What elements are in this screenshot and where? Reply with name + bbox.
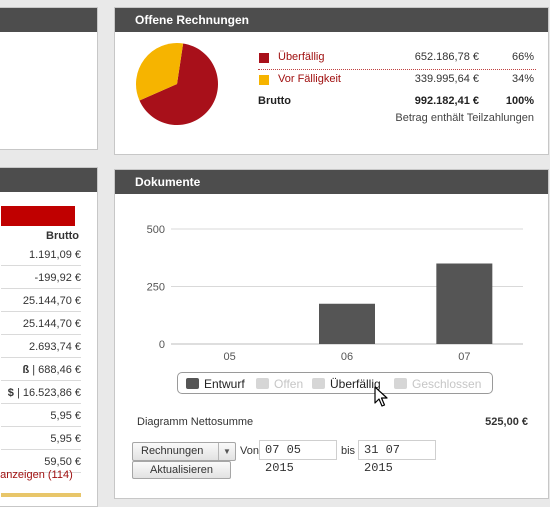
y-tick-label: 250 [147, 282, 165, 294]
y-tick-label: 0 [159, 339, 165, 351]
brutto-value: 25.144,70 € [22, 295, 81, 307]
legend-label: Überfällig [330, 377, 381, 391]
left-table-panel: Brutto 1.191,09 € -199,92 € 25.144,70 € 25.… [0, 167, 98, 507]
legend-label: Offen [274, 377, 304, 391]
brutto-cell: 59,50 € [1, 451, 81, 473]
gold-divider [1, 493, 81, 497]
left-table-panel-header [0, 168, 97, 192]
show-more-link[interactable]: e anzeigen (114) [0, 469, 73, 481]
date-from-input[interactable]: 07 05 2015 [259, 440, 337, 475]
row-percent: 34% [511, 73, 534, 85]
row-amount: 339.995,64 € [414, 73, 479, 85]
total-amount: 992.182,41 € [414, 95, 479, 107]
diagram-sum-value: 525,00 € [485, 416, 528, 428]
legend-label: Entwurf [204, 377, 245, 391]
dokumente-panel: Dokumente 0 250 500 05 06 07 Entwurf Offen Üb… [114, 169, 549, 499]
row-separator [258, 69, 536, 70]
brutto-cell: 25.144,70 € [1, 313, 81, 335]
legend-swatch [256, 378, 269, 389]
row-prefix: $ [7, 387, 17, 399]
brutto-cell: 5,95 € [1, 405, 81, 427]
brutto-value: 2.693,74 € [29, 341, 81, 353]
left-top-panel-header [0, 8, 97, 32]
pie-slice[interactable] [136, 42, 184, 101]
update-button[interactable]: Aktualisieren [132, 461, 231, 479]
chevron-down-icon[interactable]: ▼ [218, 443, 235, 460]
brutto-cell: 5,95 € [1, 428, 81, 450]
chart-legend: Entwurf Offen Überfällig Geschlossen [177, 372, 493, 394]
legend-row-total: Brutto 992.182,41 € 100% [258, 92, 536, 112]
color-swatch [259, 75, 269, 85]
document-type-select[interactable]: Rechnungen ▼ [132, 442, 236, 461]
brutto-cell: 25.144,70 € [1, 290, 81, 312]
x-tick-label: 06 [341, 351, 353, 363]
partial-payment-note: Betrag enthält Teilzahlungen [395, 112, 534, 124]
legend-row-vor-faelligkeit[interactable]: Vor Fälligkeit 339.995,64 € 34% [258, 70, 536, 90]
total-label: Brutto [258, 95, 291, 107]
legend-swatch [186, 378, 199, 389]
row-amount: 652.186,78 € [414, 51, 479, 63]
offene-rechnungen-panel: Offene Rechnungen Überfällig 652.186,78 … [114, 7, 549, 155]
brutto-cell: 2.693,74 € [1, 336, 81, 358]
von-label: Von [240, 445, 259, 457]
total-percent: 100% [505, 95, 534, 107]
legend-swatch [312, 378, 325, 389]
invoice-pie-chart[interactable] [135, 42, 219, 126]
x-tick-label: 05 [224, 351, 236, 363]
brutto-cell: 1.191,09 € [1, 244, 81, 266]
legend-label: Geschlossen [412, 377, 482, 391]
x-tick-label: 07 [458, 351, 470, 363]
date-to-input[interactable]: 31 07 2015 [358, 440, 436, 475]
brutto-cell: -199,92 € [1, 267, 81, 289]
brutto-value: | 688,46 € [32, 364, 81, 376]
panel-title: Offene Rechnungen [115, 8, 548, 32]
bis-label: bis [341, 445, 356, 457]
brutto-value: 5,95 € [50, 433, 81, 445]
brutto-column-header: Brutto [46, 230, 79, 242]
brutto-value: 5,95 € [50, 410, 81, 422]
legend-swatch [394, 378, 407, 389]
color-swatch [259, 53, 269, 63]
brutto-value: 59,50 € [44, 456, 81, 468]
row-prefix: ß [22, 364, 33, 376]
y-tick-label: 500 [147, 224, 165, 236]
bar[interactable] [436, 263, 493, 345]
left-top-panel [0, 7, 98, 150]
brutto-value: 25.144,70 € [22, 318, 81, 330]
pie-slice[interactable] [139, 43, 218, 125]
mouse-cursor-icon [374, 386, 388, 407]
brutto-cell: ß | 688,46 € [1, 359, 81, 381]
legend-row-ueberfaellig[interactable]: Überfällig 652.186,78 € 66% [258, 48, 536, 68]
row-label: Überfällig [278, 51, 325, 63]
row-percent: 66% [511, 51, 534, 63]
diagram-sum-label: Diagramm Nettosumme [137, 416, 254, 428]
red-header-bar [1, 206, 75, 226]
brutto-value: | 16.523,86 € [16, 387, 81, 399]
bar[interactable] [319, 303, 375, 344]
documents-bar-chart: 0 250 500 05 06 07 [147, 224, 523, 363]
select-value: Rechnungen [141, 445, 204, 457]
brutto-value: -199,92 € [34, 272, 81, 284]
panel-title: Dokumente [115, 170, 548, 194]
brutto-cell: $ | 16.523,86 € [1, 382, 81, 404]
brutto-value: 1.191,09 € [29, 249, 81, 261]
row-label: Vor Fälligkeit [278, 73, 341, 85]
